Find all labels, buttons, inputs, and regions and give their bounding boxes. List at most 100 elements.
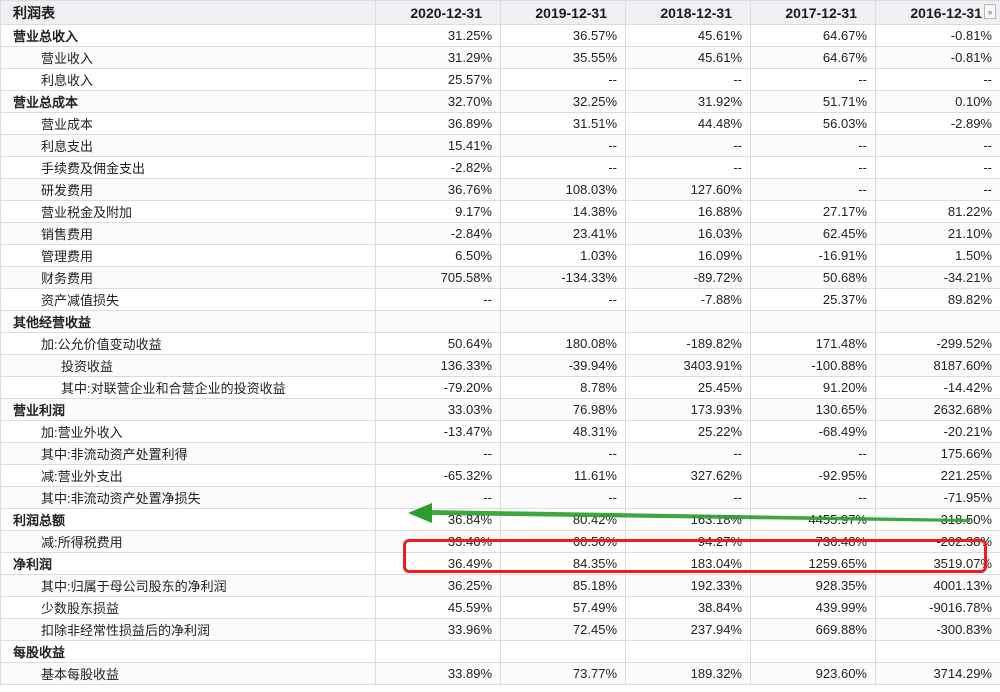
value-cell-2020: 705.58%	[375, 266, 501, 289]
value-cell-2019: 180.08%	[500, 332, 626, 355]
value-cell-2016: --	[875, 68, 1000, 91]
value-cell-2017: 50.68%	[750, 266, 876, 289]
value-cell-2018: 44.48%	[625, 112, 751, 135]
date-col-2020[interactable]: 2020-12-31	[375, 0, 501, 25]
value-cell-2016: 0.10%	[875, 90, 1000, 113]
value-cell-2019: -39.94%	[500, 354, 626, 377]
table-row: 利息收入 25.57% -- -- -- --	[0, 68, 1000, 91]
value-cell-2017: 51.71%	[750, 90, 876, 113]
value-cell-2017: 64.67%	[750, 46, 876, 69]
value-cell-2016: 3714.29%	[875, 662, 1000, 685]
table-row: 少数股东损益 45.59% 57.49% 38.84% 439.99% -9016.78%	[0, 596, 1000, 619]
value-cell-2017: --	[750, 442, 876, 465]
table-row: 扣除非经常性损益后的净利润 33.96% 72.45% 237.94% 669.88% -…	[0, 618, 1000, 641]
value-cell-2017: 91.20%	[750, 376, 876, 399]
value-cell-2017: 4455.97%	[750, 508, 876, 531]
value-cell-2018: 38.84%	[625, 596, 751, 619]
table-row: 其中:归属于母公司股东的净利润 36.25% 85.18% 192.33% 928.35…	[0, 574, 1000, 597]
value-cell-2018: -7.88%	[625, 288, 751, 311]
value-cell-2019: --	[500, 68, 626, 91]
value-cell-2020: 31.29%	[375, 46, 501, 69]
value-cell-2018: 327.62%	[625, 464, 751, 487]
value-cell-2017: -68.49%	[750, 420, 876, 443]
table-row: 每股收益	[0, 640, 1000, 663]
table-row: 销售费用 -2.84% 23.41% 16.03% 62.45% 21.10%	[0, 222, 1000, 245]
table-row: 其中:非流动资产处置净损失 -- -- -- -- -71.95%	[0, 486, 1000, 509]
value-cell-2020: 33.89%	[375, 662, 501, 685]
value-cell-2016: -300.83%	[875, 618, 1000, 641]
row-label: 研发费用	[0, 178, 376, 201]
value-cell-2017: 669.88%	[750, 618, 876, 641]
table-row: 管理费用 6.50% 1.03% 16.09% -16.91% 1.50%	[0, 244, 1000, 267]
value-cell-2020: 32.70%	[375, 90, 501, 113]
value-cell-2018: 25.22%	[625, 420, 751, 443]
value-cell-2019: --	[500, 156, 626, 179]
row-label: 其中:非流动资产处置净损失	[0, 486, 376, 509]
table-row: 营业税金及附加 9.17% 14.38% 16.88% 27.17% 81.22%	[0, 200, 1000, 223]
date-col-2016[interactable]: 2016-12-31»	[875, 0, 1000, 25]
value-cell-2020: 45.59%	[375, 596, 501, 619]
value-cell-2017: 736.48%	[750, 530, 876, 553]
value-cell-2016: 4001.13%	[875, 574, 1000, 597]
value-cell-2020: -65.32%	[375, 464, 501, 487]
value-cell-2017: 27.17%	[750, 200, 876, 223]
date-col-2017[interactable]: 2017-12-31	[750, 0, 876, 25]
value-cell-2019: --	[500, 442, 626, 465]
table-title: 利润表	[0, 0, 376, 25]
table-row: 加:营业外收入 -13.47% 48.31% 25.22% -68.49% -20.21%	[0, 420, 1000, 443]
value-cell-2018: 189.32%	[625, 662, 751, 685]
value-cell-2016: -202.38%	[875, 530, 1000, 553]
value-cell-2017: -16.91%	[750, 244, 876, 267]
value-cell-2020: -13.47%	[375, 420, 501, 443]
value-cell-2020: 25.57%	[375, 68, 501, 91]
date-col-2019[interactable]: 2019-12-31	[500, 0, 626, 25]
row-label: 财务费用	[0, 266, 376, 289]
value-cell-2018: 237.94%	[625, 618, 751, 641]
row-label: 加:营业外收入	[0, 420, 376, 443]
value-cell-2020: 33.96%	[375, 618, 501, 641]
value-cell-2019: --	[500, 486, 626, 509]
value-cell-2016: 89.82%	[875, 288, 1000, 311]
value-cell-2018: --	[625, 486, 751, 509]
table-row: 资产减值损失 -- -- -7.88% 25.37% 89.82%	[0, 288, 1000, 311]
value-cell-2018: 31.92%	[625, 90, 751, 113]
value-cell-2016: --	[875, 134, 1000, 157]
value-cell-2020	[375, 310, 501, 333]
row-label: 利润总额	[0, 508, 376, 531]
table-row: 其中:对联营企业和合营企业的投资收益 -79.20% 8.78% 25.45% 91.2…	[0, 376, 1000, 399]
table-row: 其他经营收益	[0, 310, 1000, 333]
value-cell-2020: 36.84%	[375, 508, 501, 531]
value-cell-2018: 16.03%	[625, 222, 751, 245]
table-row: 投资收益 136.33% -39.94% 3403.91% -100.88% 8187.6…	[0, 354, 1000, 377]
value-cell-2019: 1.03%	[500, 244, 626, 267]
table-row: 营业利润 33.03% 76.98% 173.93% 130.65% 2632.68%	[0, 398, 1000, 421]
value-cell-2019: 60.50%	[500, 530, 626, 553]
value-cell-2018: 127.60%	[625, 178, 751, 201]
value-cell-2017: 25.37%	[750, 288, 876, 311]
table-row: 减:所得税费用 33.46% 60.50% 94.27% 736.48% -202.38%	[0, 530, 1000, 553]
value-cell-2016: 175.66%	[875, 442, 1000, 465]
value-cell-2017: 1259.65%	[750, 552, 876, 575]
value-cell-2020: --	[375, 486, 501, 509]
value-cell-2020: 36.25%	[375, 574, 501, 597]
value-cell-2019: 108.03%	[500, 178, 626, 201]
value-cell-2016: -71.95%	[875, 486, 1000, 509]
value-cell-2016: 221.25%	[875, 464, 1000, 487]
date-col-2018[interactable]: 2018-12-31	[625, 0, 751, 25]
table-row: 营业收入 31.29% 35.55% 45.61% 64.67% -0.81%	[0, 46, 1000, 69]
value-cell-2018: 173.93%	[625, 398, 751, 421]
next-page-icon[interactable]: »	[984, 4, 996, 19]
row-label: 利息收入	[0, 68, 376, 91]
value-cell-2020: 31.25%	[375, 24, 501, 47]
value-cell-2016: 8187.60%	[875, 354, 1000, 377]
value-cell-2016: --	[875, 178, 1000, 201]
row-label: 利息支出	[0, 134, 376, 157]
row-label: 每股收益	[0, 640, 376, 663]
value-cell-2020: 36.49%	[375, 552, 501, 575]
row-label: 资产减值损失	[0, 288, 376, 311]
value-cell-2017: 923.60%	[750, 662, 876, 685]
value-cell-2019: 76.98%	[500, 398, 626, 421]
value-cell-2017: --	[750, 178, 876, 201]
value-cell-2017: 64.67%	[750, 24, 876, 47]
